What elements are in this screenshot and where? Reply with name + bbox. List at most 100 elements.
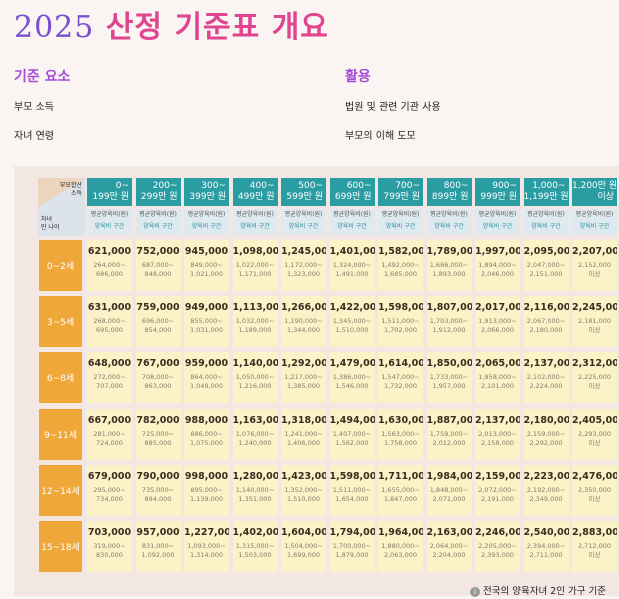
range-end: 1,879,000 [335,551,369,559]
subheader-average: 평균양육비(원) [333,211,371,218]
average-amount: 1,292,000 [281,358,326,370]
column-header-line2: 499만 원 [237,192,275,202]
column-header-line1: 1,200만 원 [572,181,618,191]
table-cell: 2,116,000 2,067,000~2,180,000 [523,296,569,348]
range-start: 268,000~ [93,317,126,326]
table-cell: 998,000 895,000~ 1,139,000 [184,464,229,516]
table-cell: 1,997,000 1,894,000~2,046,000 [475,240,520,291]
range-start: 855,000~ [190,317,223,326]
range-end: 1,344,000 [286,326,321,335]
info-icon: i [470,586,480,597]
row-header-age: 6~8세 [39,352,82,404]
table-cell: 1,887,000 1,759,000~2,012,000 [426,408,472,460]
range-start: 2,064,000~ [429,542,469,550]
range-end: 2,393,000 [480,551,515,559]
table-cell: 1,984,000 1,848,000~2,071,000 [426,464,472,516]
column-subheader: 평균양육비(원) 양육비 구간 [475,209,520,235]
column-subheader: 평균양육비(원) 양육비 구간 [184,209,229,235]
table-cell: 1,318,000 1,241,000~1,406,000 [281,408,326,460]
table-cell: 1,401,000 1,324,000~1,491,000 [329,240,375,291]
table-cell: 2,159,000 2,072,000~2,191,000 [475,464,520,516]
column-header: 800~ 899만 원 [426,178,472,206]
column-header: 200~ 299만 원 [135,178,181,206]
average-amount: 1,423,000 [281,470,326,482]
range-start: 1,022,000~ [235,261,275,269]
range-end: 2,711,000 [529,551,563,559]
range-end: 2,180,000 [529,326,563,335]
range-end: 이상 [588,382,601,391]
average-amount: 1,227,000 [184,527,229,538]
table-cell: 1,163,000 1,076,000~1,240,000 [232,408,278,460]
table-cell: 1,423,000 1,352,000~1,510,000 [281,464,326,516]
average-amount: 2,095,000 [523,246,569,257]
range-start: 735,000~ [141,485,175,494]
average-amount: 1,401,000 [329,246,375,257]
range-end: 1,189,000 [238,326,272,335]
column-header: 600~ 699만 원 [329,178,375,206]
average-amount: 998,000 [184,470,229,482]
average-amount: 1,997,000 [475,246,520,257]
average-amount: 790,000 [136,470,180,482]
column-header-line1: 500~ [298,181,323,191]
subheader-average: 평균양육비(원) [236,211,274,218]
range-start: 264,000~ [93,261,126,269]
range-start: 2,205,000~ [478,542,517,550]
average-amount: 2,405,000 [572,414,617,426]
average-amount: 667,000 [87,414,132,426]
column-subheader: 평균양육비(원) 양육비 구간 [572,209,617,235]
table-cell: 1,140,000 1,050,000~1,216,000 [232,352,278,404]
table-cell: 667,000 281,000~ 724,000 [87,408,132,460]
range-end: 2,349,000 [529,494,563,503]
average-amount: 945,000 [184,246,229,257]
column-subheader: 평균양육비(원) 양육비 구간 [378,209,423,235]
range-start: 725,000~ [141,429,175,438]
range-end: 2,063,000 [383,551,418,559]
table-cell: 1,292,000 1,217,000~1,385,000 [281,352,326,404]
column-subheader: 평균양육비(원) 양육비 구간 [281,209,326,235]
range-end: 2,066,000 [480,326,515,335]
column-header-line1: 900~ [492,181,517,191]
range-end: 1,351,000 [238,494,272,503]
range-end: 2,046,000 [480,270,515,278]
range-start: 1,324,000~ [332,261,372,269]
range-start: 1,217,000~ [284,373,323,382]
range-end: 1,323,000 [286,270,321,278]
column-header: 1,000~ 1,199만 원 [523,178,569,206]
average-amount: 1,807,000 [426,302,472,314]
column-subheader: 평균양육비(원) 양육비 구간 [329,209,375,235]
range-start: 2,181,000 [577,317,612,326]
average-amount: 1,245,000 [281,246,326,257]
subheader-average: 평균양육비(원) [90,211,129,218]
average-amount: 621,000 [87,246,132,257]
section-heading-criteria: 기준 요소 [14,69,71,85]
average-amount: 2,180,000 [523,414,569,426]
table-cell: 648,000 272,000~ 707,000 [87,352,132,404]
range-start: 272,000~ [93,373,126,382]
table-cell: 1,494,000 1,407,000~1,562,000 [329,408,375,460]
range-end: 707,000 [96,382,123,391]
column-header-line2: 299만 원 [140,192,178,202]
range-start: 1,315,000~ [235,542,275,550]
table-footnote: i 전국의 양육자녀 2인 가구 기준 [470,583,606,597]
range-end: 830,000 [96,551,123,559]
subheader-average: 평균양육비(원) [187,211,226,218]
average-amount: 1,711,000 [378,470,423,482]
table-cell: 703,000 319,000~ 830,000 [87,521,132,572]
average-amount: 2,065,000 [475,358,520,370]
range-start: 2,350,000 [577,485,612,494]
range-start: 886,000~ [190,429,223,438]
table-cell: 2,540,000 2,394,000~2,711,000 [523,521,569,572]
table-cell: 759,000 696,000~ 854,000 [135,296,181,348]
column-header: 500~ 599만 원 [281,178,326,206]
column-header: 1,200만 원 이상 [572,178,617,206]
range-start: 1,050,000~ [235,373,275,382]
range-end: 894,000 [144,494,172,503]
subheader-range: 양육비 구간 [288,223,319,230]
column-header-line1: 700~ [395,181,420,191]
column-header-line1: 800~ [443,181,469,191]
range-start: 281,000~ [93,429,126,438]
usage-item-parents: 부모의 이해 도모 [345,131,416,142]
range-start: 1,958,000~ [478,373,517,382]
